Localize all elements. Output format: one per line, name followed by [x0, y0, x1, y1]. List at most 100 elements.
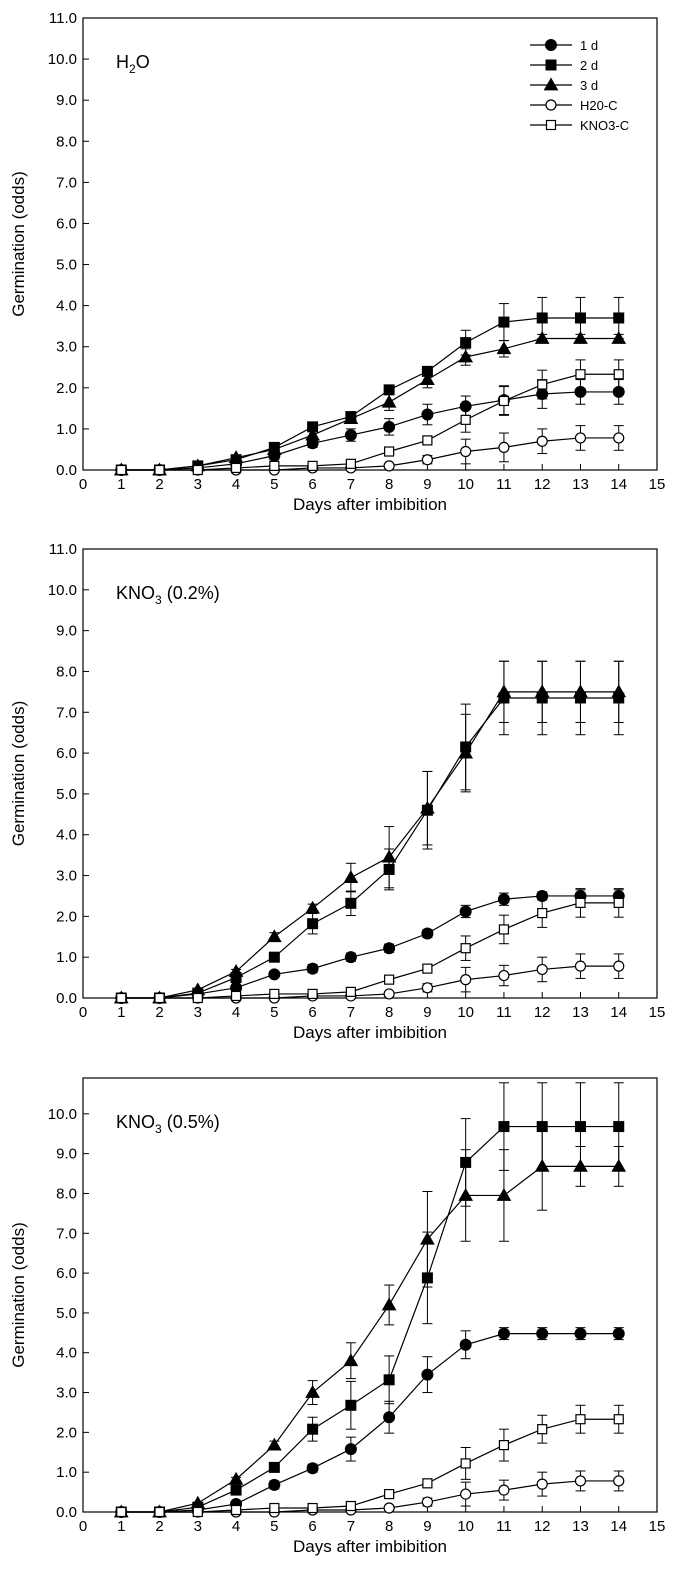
- panel-label-rest: (0.2%): [162, 583, 220, 603]
- data-point: [613, 897, 624, 908]
- data-point: [460, 1488, 472, 1500]
- data-point: [344, 1443, 357, 1456]
- x-tick-label: 4: [232, 476, 240, 493]
- legend-entry: 3 d: [580, 78, 598, 93]
- series-triangle-filled: [113, 660, 627, 1004]
- data-point: [381, 394, 397, 408]
- y-tick-label: 0.0: [56, 462, 77, 479]
- y-tick-label: 4.0: [56, 1345, 77, 1362]
- data-point: [268, 951, 280, 963]
- data-point: [307, 460, 318, 471]
- x-tick-label: 11: [496, 1518, 512, 1535]
- data-point: [458, 349, 474, 363]
- data-point: [613, 432, 625, 444]
- x-tick-label: 13: [572, 1004, 589, 1021]
- x-tick-label: 10: [457, 476, 474, 493]
- data-point: [154, 992, 165, 1004]
- data-point: [381, 849, 397, 863]
- y-tick-label: 4.0: [56, 827, 77, 844]
- data-point: [460, 974, 472, 986]
- chart-panel-2: 0 1 2 3 4 5 6 7 8 9 10 11 12 13 14 150.01.02.03.04.05.0…: [9, 541, 665, 1042]
- data-point: [228, 450, 244, 464]
- data-point: [611, 331, 627, 344]
- series-line: [121, 1418, 619, 1513]
- data-point: [345, 1500, 356, 1512]
- x-tick-label: 4: [232, 1518, 240, 1535]
- x-tick-label: 10: [457, 1004, 474, 1021]
- legend-marker: [545, 59, 557, 71]
- x-tick-label: 0: [79, 476, 87, 493]
- y-tick-label: 6.0: [56, 745, 77, 762]
- data-point: [421, 454, 433, 466]
- legend-marker: [545, 119, 557, 131]
- series-line: [121, 391, 619, 471]
- data-point: [421, 927, 434, 940]
- data-point: [230, 462, 242, 474]
- x-tick-label: 6: [308, 1518, 316, 1535]
- data-point: [345, 986, 356, 997]
- data-point: [536, 963, 548, 976]
- data-point: [384, 974, 395, 985]
- data-point: [613, 1475, 625, 1487]
- data-point: [305, 1385, 320, 1398]
- data-point: [422, 963, 433, 974]
- data-point: [498, 924, 510, 935]
- x-tick-label: 12: [534, 476, 551, 493]
- x-tick-label: 6: [308, 1004, 316, 1021]
- data-point: [307, 918, 319, 930]
- legend-entry: KNO3-C: [580, 118, 629, 133]
- series-line: [121, 691, 619, 999]
- y-tick-label: 7.0: [56, 1225, 77, 1242]
- series-line: [121, 1125, 619, 1513]
- data-point: [421, 408, 434, 421]
- series-line: [121, 697, 619, 999]
- data-point: [458, 745, 474, 759]
- data-point: [269, 460, 280, 471]
- data-point: [116, 464, 127, 476]
- data-point: [307, 988, 318, 1000]
- data-point: [497, 1327, 510, 1340]
- x-tick-label: 13: [572, 476, 589, 493]
- y-axis-ticks: 0.0 1.0 2.0 3.0 4.0 5.0 6.0 7.0 8.0 9.0 10.0 11.0: [48, 541, 89, 1007]
- y-tick-label: 0.0: [56, 1504, 77, 1521]
- data-point: [266, 929, 282, 943]
- x-tick-label: 8: [385, 1004, 393, 1021]
- data-point: [344, 951, 357, 964]
- series-line: [121, 902, 619, 999]
- data-point: [574, 1327, 587, 1340]
- data-point: [305, 427, 320, 441]
- data-point: [269, 988, 280, 1000]
- series-circle-filled: [115, 889, 625, 1004]
- x-tick-label: 7: [347, 1004, 355, 1021]
- data-point: [383, 1502, 395, 1514]
- x-axis-label: Days after imbibition: [293, 495, 447, 514]
- panel-label-rest: (0.5%): [162, 1112, 220, 1132]
- data-point: [613, 312, 625, 324]
- data-point: [497, 893, 510, 906]
- y-tick-label: 3.0: [56, 1385, 77, 1402]
- series-square-filled: [115, 660, 625, 1004]
- x-tick-label: 15: [649, 1518, 666, 1535]
- x-tick-label: 0: [79, 1004, 87, 1021]
- legend-marker: [543, 77, 559, 91]
- data-point: [534, 1158, 550, 1172]
- y-tick-label: 5.0: [56, 1305, 77, 1322]
- x-axis-label: Days after imbibition: [293, 1023, 447, 1042]
- y-tick-label: 11.0: [49, 541, 77, 558]
- x-tick-label: 0: [79, 1518, 87, 1535]
- data-point: [534, 684, 550, 698]
- x-tick-label: 7: [347, 1518, 355, 1535]
- y-tick-label: 11.0: [49, 10, 77, 27]
- data-point: [116, 1506, 127, 1518]
- panel-label-main: KNO: [116, 583, 155, 603]
- chart-panel-1: 0 1 2 3 4 5 6 7 8 9 10 11 12 13 14 150.01.02.03.04.05.0…: [9, 10, 665, 514]
- panel-label-main: H: [116, 52, 129, 72]
- y-tick-label: 8.0: [56, 1185, 77, 1202]
- data-point: [573, 331, 588, 344]
- data-point: [345, 458, 356, 469]
- data-point: [498, 1121, 510, 1133]
- y-tick-label: 7.0: [56, 704, 77, 721]
- data-point: [421, 982, 433, 994]
- y-tick-label: 6.0: [56, 215, 77, 232]
